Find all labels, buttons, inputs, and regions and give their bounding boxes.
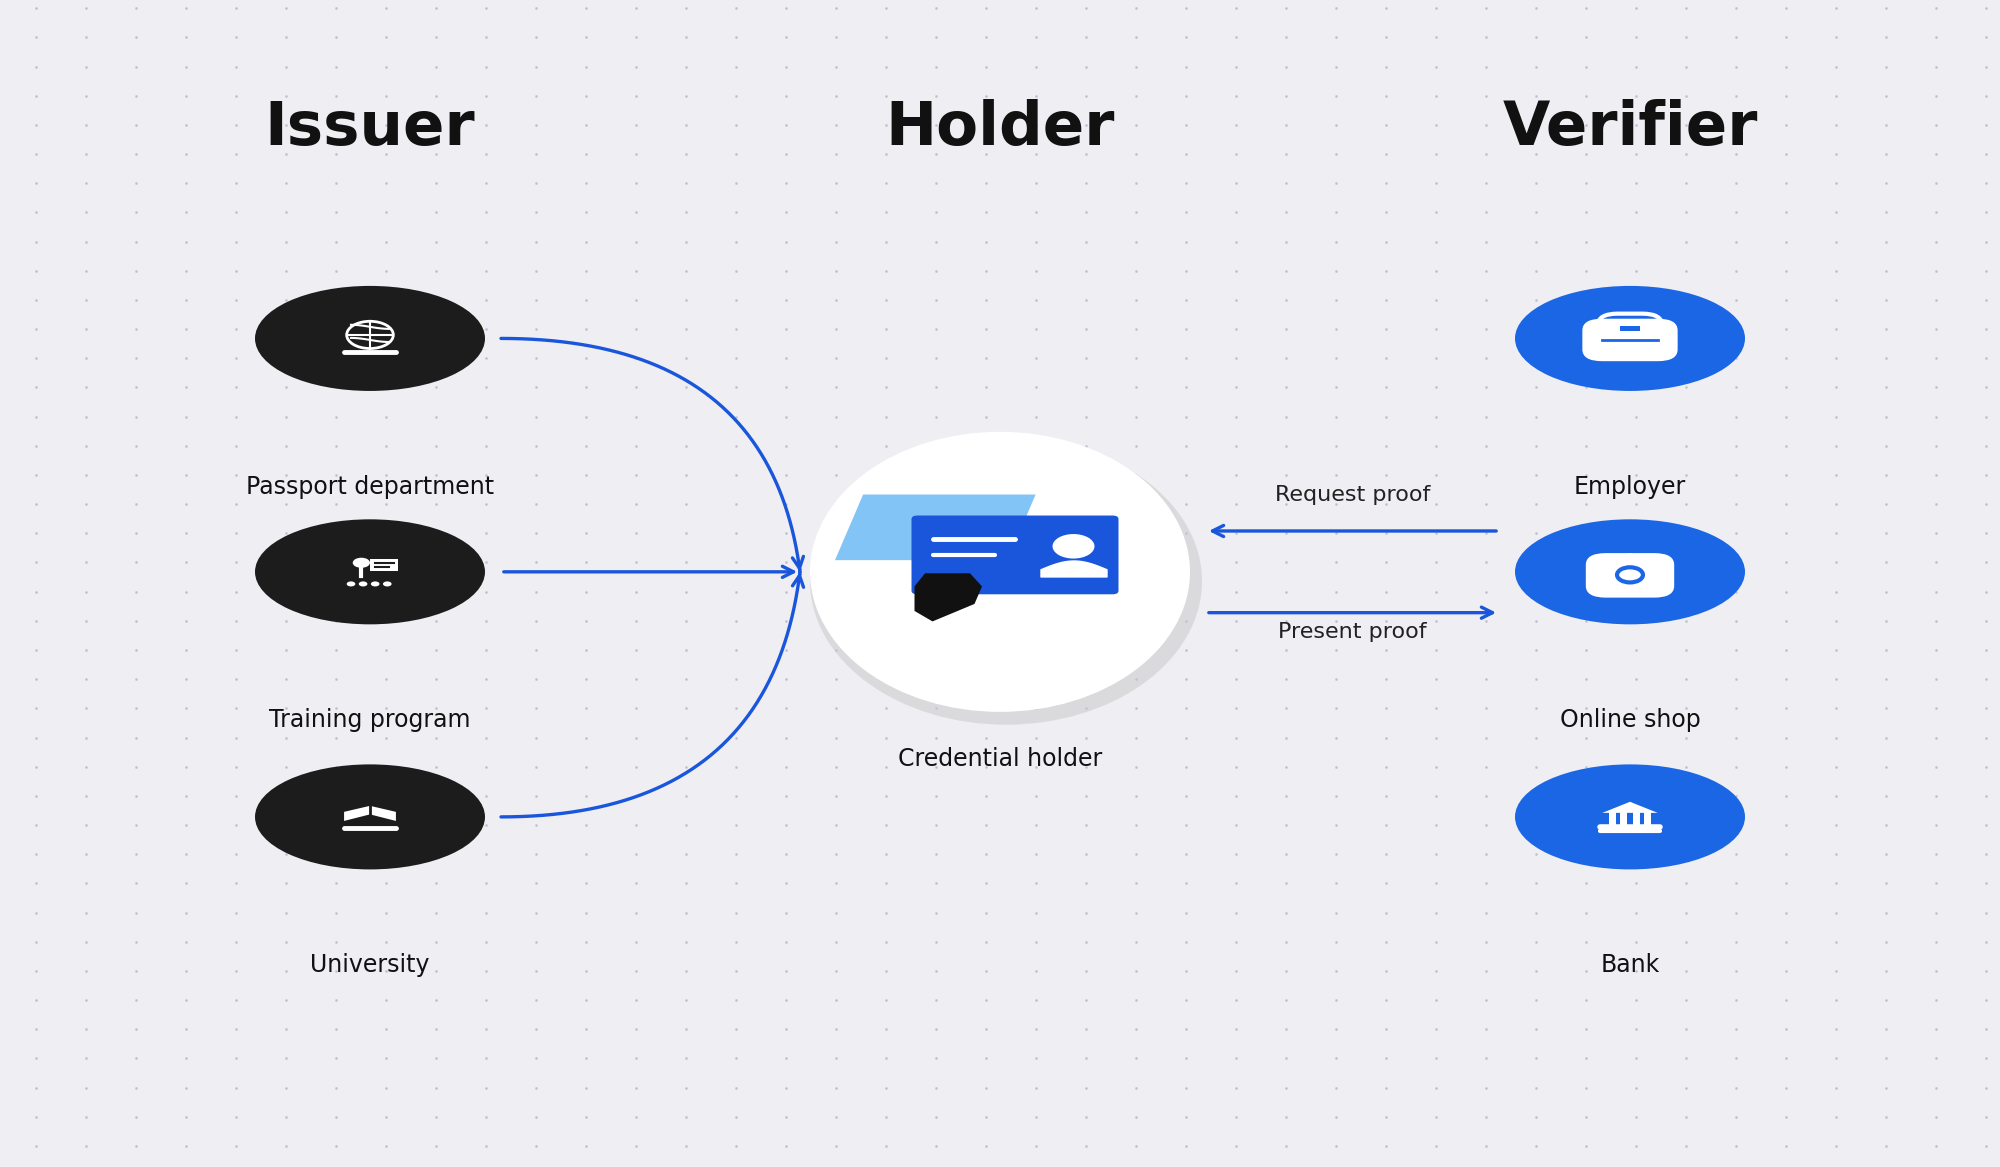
Text: Issuer: Issuer bbox=[264, 99, 476, 158]
Circle shape bbox=[358, 581, 368, 587]
FancyBboxPatch shape bbox=[1620, 812, 1628, 826]
Ellipse shape bbox=[810, 432, 1190, 712]
FancyBboxPatch shape bbox=[1620, 327, 1640, 331]
Polygon shape bbox=[914, 573, 982, 622]
FancyBboxPatch shape bbox=[338, 553, 402, 591]
Ellipse shape bbox=[256, 286, 484, 391]
Ellipse shape bbox=[256, 519, 484, 624]
Text: Holder: Holder bbox=[886, 99, 1114, 158]
FancyBboxPatch shape bbox=[1632, 812, 1640, 826]
Polygon shape bbox=[836, 495, 1036, 560]
Ellipse shape bbox=[1516, 286, 1744, 391]
Circle shape bbox=[346, 581, 356, 587]
FancyBboxPatch shape bbox=[912, 516, 1118, 594]
Text: Credential holder: Credential holder bbox=[898, 747, 1102, 771]
FancyBboxPatch shape bbox=[1610, 812, 1616, 826]
Circle shape bbox=[1052, 534, 1094, 559]
Text: Employer: Employer bbox=[1574, 475, 1686, 499]
Circle shape bbox=[370, 581, 380, 587]
Text: Bank: Bank bbox=[1600, 953, 1660, 978]
Ellipse shape bbox=[1516, 764, 1744, 869]
FancyBboxPatch shape bbox=[1644, 812, 1650, 826]
Text: Present proof: Present proof bbox=[1278, 622, 1426, 642]
Circle shape bbox=[382, 581, 392, 587]
Circle shape bbox=[352, 558, 370, 568]
Text: Request proof: Request proof bbox=[1274, 485, 1430, 505]
Polygon shape bbox=[1602, 802, 1658, 813]
Text: University: University bbox=[310, 953, 430, 978]
FancyBboxPatch shape bbox=[338, 798, 402, 836]
Ellipse shape bbox=[256, 764, 484, 869]
FancyBboxPatch shape bbox=[1586, 553, 1674, 598]
Ellipse shape bbox=[1516, 519, 1744, 624]
FancyBboxPatch shape bbox=[338, 320, 402, 357]
FancyBboxPatch shape bbox=[1582, 319, 1678, 362]
Text: Verifier: Verifier bbox=[1502, 99, 1758, 158]
FancyBboxPatch shape bbox=[370, 559, 398, 571]
Polygon shape bbox=[370, 805, 396, 820]
Polygon shape bbox=[344, 805, 370, 820]
Ellipse shape bbox=[810, 438, 1202, 725]
Text: Training program: Training program bbox=[270, 708, 470, 733]
Text: Passport department: Passport department bbox=[246, 475, 494, 499]
Text: Online shop: Online shop bbox=[1560, 708, 1700, 733]
